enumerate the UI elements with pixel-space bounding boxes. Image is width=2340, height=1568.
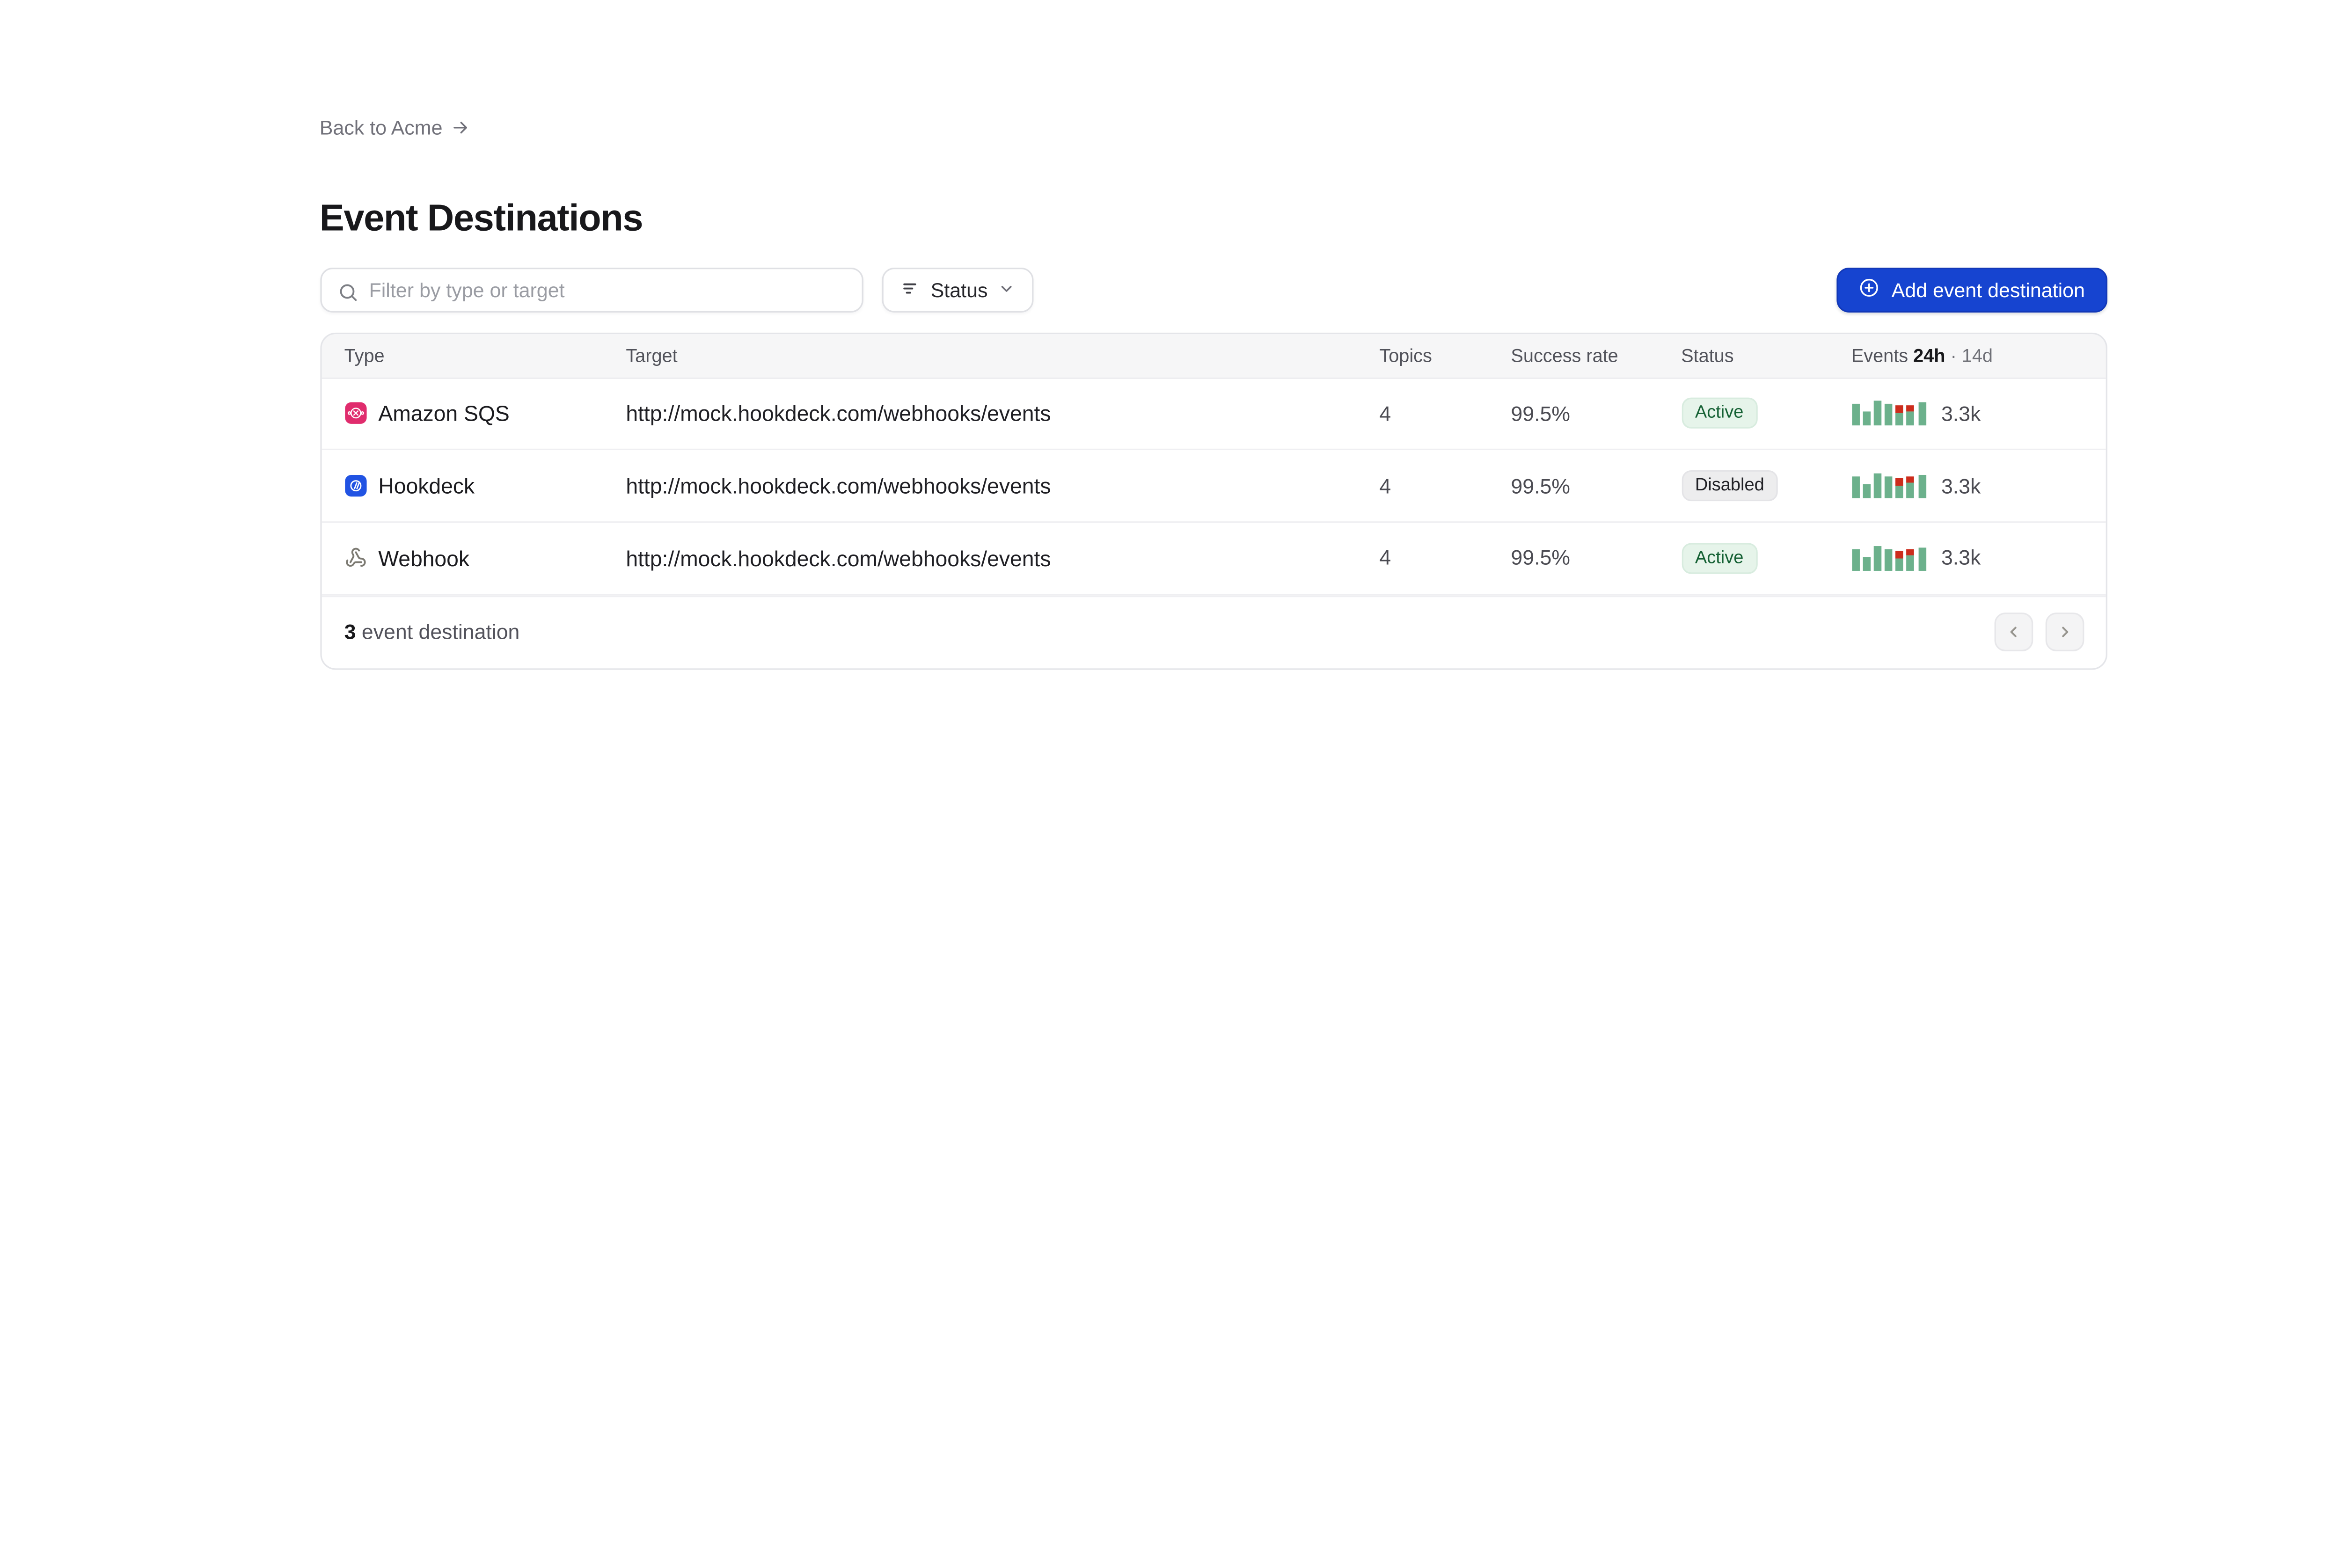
add-button-label: Add event destination — [1891, 278, 2085, 302]
events-sparkline — [1851, 473, 1926, 498]
row-success-rate: 99.5% — [1511, 474, 1570, 498]
row-type-label: Amazon SQS — [378, 401, 510, 426]
events-count: 3.3k — [1941, 402, 1981, 425]
row-topics-count: 4 — [1379, 546, 1391, 570]
row-count-label: event destination — [361, 620, 520, 644]
table-row-hookdeck[interactable]: Hookdeck http://mock.hookdeck.com/webhoo… — [321, 450, 2105, 523]
table-row-webhook[interactable]: Webhook http://mock.hookdeck.com/webhook… — [321, 523, 2105, 595]
plus-circle-icon — [1859, 277, 1880, 303]
events-window-24h: 24h — [1913, 344, 1945, 366]
table-footer: 3 event destination — [321, 595, 2105, 668]
events-sparkline — [1851, 401, 1926, 426]
row-type-label: Webhook — [378, 546, 470, 571]
row-target-url: http://mock.hookdeck.com/webhooks/events — [626, 546, 1051, 571]
toolbar: Status Add event destination — [319, 267, 2107, 313]
column-header-status: Status — [1681, 344, 1734, 366]
next-page-button[interactable] — [2045, 613, 2084, 652]
row-target-url: http://mock.hookdeck.com/webhooks/events — [626, 401, 1051, 426]
hookdeck-icon — [344, 475, 366, 497]
page-title: Event Destinations — [319, 198, 644, 240]
chevron-down-icon — [999, 278, 1016, 302]
webhook-icon — [344, 547, 366, 569]
column-header-events[interactable]: Events 24h · 14d — [1851, 344, 1993, 366]
back-link[interactable]: Back to Acme — [320, 0, 470, 139]
status-badge: Disabled — [1681, 470, 1778, 502]
add-event-destination-button[interactable]: Add event destination — [1837, 267, 2107, 313]
row-count: 3 — [344, 620, 356, 644]
filter-search-box — [319, 267, 863, 313]
row-topics-count: 4 — [1379, 402, 1391, 425]
row-success-rate: 99.5% — [1511, 546, 1570, 570]
table-row-amazon-sqs[interactable]: Amazon SQS http://mock.hookdeck.com/webh… — [321, 378, 2105, 451]
events-count: 3.3k — [1941, 474, 1981, 498]
search-icon — [339, 284, 356, 301]
previous-page-button[interactable] — [1993, 613, 2033, 652]
column-header-topics: Topics — [1379, 344, 1432, 366]
arrow-right-icon — [450, 117, 470, 138]
table-header-row: Type Target Topics Success rate Status E… — [321, 334, 2105, 379]
events-sparkline — [1851, 546, 1926, 571]
row-success-rate: 99.5% — [1511, 402, 1570, 425]
filter-lines-icon — [900, 277, 920, 302]
filter-input[interactable] — [321, 269, 861, 311]
column-header-type: Type — [344, 344, 385, 366]
status-badge: Active — [1681, 542, 1758, 574]
status-filter-label: Status — [930, 278, 988, 302]
status-filter-button[interactable]: Status — [881, 267, 1034, 313]
events-count: 3.3k — [1941, 546, 1981, 570]
column-header-target: Target — [626, 344, 678, 366]
status-badge: Active — [1681, 398, 1758, 429]
chevron-left-icon — [2009, 627, 2016, 637]
row-target-url: http://mock.hookdeck.com/webhooks/events — [626, 473, 1051, 498]
column-header-success-rate: Success rate — [1511, 344, 1618, 366]
pagination — [1993, 613, 2084, 652]
row-count-summary: 3 event destination — [344, 620, 520, 644]
event-destinations-table: Type Target Topics Success rate Status E… — [319, 332, 2107, 670]
events-window-14d: · 14d — [1950, 344, 1993, 366]
chevron-right-icon — [2061, 627, 2068, 637]
row-type-label: Hookdeck — [378, 473, 475, 498]
amazon-sqs-icon — [344, 402, 366, 425]
row-topics-count: 4 — [1379, 474, 1391, 498]
back-link-label: Back to Acme — [319, 116, 443, 139]
